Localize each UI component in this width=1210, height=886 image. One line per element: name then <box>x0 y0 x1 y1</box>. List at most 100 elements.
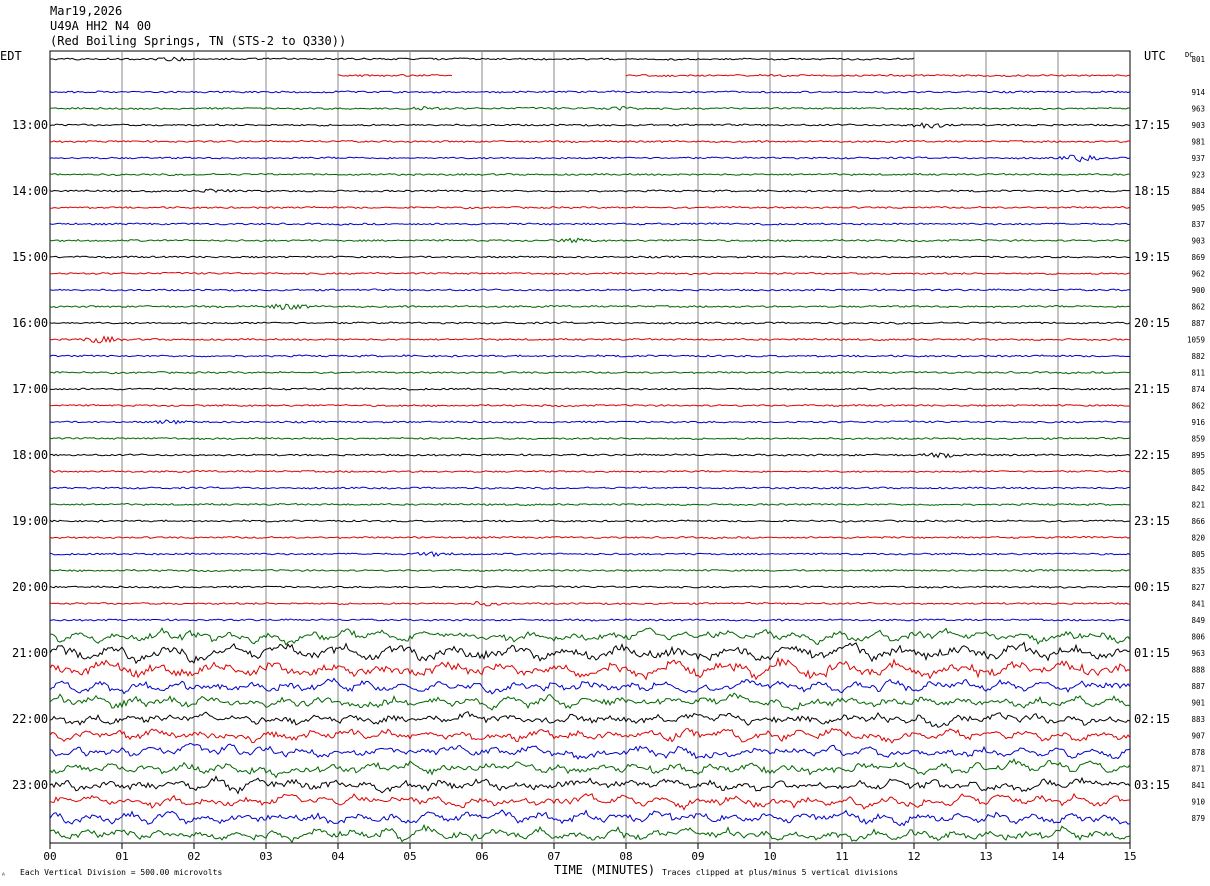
trace-row-35 <box>49 627 1131 646</box>
dc-offset-value: 806 <box>1191 633 1205 642</box>
trace-row-10 <box>49 222 1131 226</box>
right-time-label: 03:15 <box>1134 778 1170 792</box>
dc-offset-value: 801 <box>1191 55 1205 64</box>
dc-offset-value: 963 <box>1191 105 1205 114</box>
trace-row-34 <box>49 618 1131 622</box>
left-time-axis: 13:00 14:00 15:00 16:00 17:00 18:00 19:00 20:00… <box>12 118 48 792</box>
dc-offset-value: 841 <box>1191 600 1205 609</box>
trace-row-0 <box>49 56 915 62</box>
left-time-label: 23:00 <box>12 778 48 792</box>
x-tick-label-03: 03 <box>259 850 272 863</box>
x-axis: 00 01 02 03 04 05 06 07 08 09 10 11 12 13 14 15 <box>43 843 1137 863</box>
trace-row-1-seg-1 <box>625 73 1131 78</box>
trace-row-3 <box>49 105 1131 111</box>
left-time-label: 18:00 <box>12 448 48 462</box>
corner-mark: ᴬ <box>1 871 6 880</box>
dc-offset-value: 841 <box>1191 781 1205 790</box>
trace-row-11 <box>49 237 1131 244</box>
left-time-label: 21:00 <box>12 646 48 660</box>
trace-row-7 <box>49 172 1130 177</box>
dc-offset-value: 888 <box>1191 666 1205 675</box>
x-axis-title: TIME (MINUTES) <box>554 863 655 877</box>
dc-offset-value: 914 <box>1191 88 1205 97</box>
trace-row-14 <box>49 288 1130 292</box>
trace-row-9 <box>50 205 1131 210</box>
trace-row-6 <box>49 154 1131 163</box>
trace-row-22 <box>49 419 1131 425</box>
dc-offset-value: 905 <box>1191 204 1205 213</box>
dc-offset-value: 821 <box>1191 501 1205 510</box>
dc-offset-value: 869 <box>1191 253 1205 262</box>
trace-row-17 <box>49 335 1131 344</box>
header-location: (Red Boiling Springs, TN (STS-2 to Q330)… <box>50 34 347 48</box>
trace-row-38 <box>49 677 1131 695</box>
header-date: Mar19,2026 <box>50 4 123 18</box>
plot-border <box>49 50 1131 844</box>
trace-row-23 <box>49 436 1131 441</box>
left-time-label: 16:00 <box>12 316 48 330</box>
trace-row-46 <box>49 809 1131 827</box>
trace-row-19 <box>49 370 1131 375</box>
dc-offset-column: 801 914 963 903 981 937 923 884 905 837 903 869 962 9… <box>1187 55 1206 823</box>
trace-row-15 <box>49 303 1131 311</box>
x-tick-label-10: 10 <box>763 850 776 863</box>
trace-row-8 <box>49 188 1131 193</box>
trace-row-42 <box>49 742 1131 760</box>
dc-offset-value: 884 <box>1191 187 1205 196</box>
trace-row-40 <box>49 711 1131 728</box>
trace-row-30 <box>49 551 1131 558</box>
x-tick-label-00: 00 <box>43 850 56 863</box>
trace-row-18 <box>49 354 1131 358</box>
left-timezone-label: EDT <box>0 49 22 63</box>
right-timezone-label: UTC <box>1144 49 1166 63</box>
x-tick-label-12: 12 <box>907 850 920 863</box>
left-time-label: 17:00 <box>12 382 48 396</box>
dc-offset-value: 820 <box>1191 534 1205 543</box>
right-time-label: 02:15 <box>1134 712 1170 726</box>
right-time-label: 20:15 <box>1134 316 1170 330</box>
dc-offset-value: 862 <box>1191 402 1205 411</box>
seismic-traces <box>49 56 1131 844</box>
dc-offset-value: 805 <box>1191 550 1205 559</box>
trace-row-27 <box>49 502 1131 507</box>
dc-offset-value: 866 <box>1191 517 1205 526</box>
trace-row-25 <box>50 469 1131 474</box>
trace-row-21 <box>49 403 1131 408</box>
right-time-label: 17:15 <box>1134 118 1170 132</box>
trace-row-36 <box>49 641 1131 665</box>
dc-offset-value: 916 <box>1191 418 1205 427</box>
dc-offset-value: 879 <box>1191 814 1205 823</box>
x-tick-label-09: 09 <box>691 850 704 863</box>
minute-gridlines <box>121 51 1059 843</box>
dc-offset-value: 900 <box>1191 286 1205 295</box>
trace-row-47 <box>49 823 1131 844</box>
trace-row-39 <box>49 692 1131 711</box>
x-tick-label-06: 06 <box>475 850 488 863</box>
dc-offset-value: 883 <box>1191 715 1205 724</box>
dc-offset-value: 887 <box>1191 682 1205 691</box>
dc-offset-value: 837 <box>1191 220 1205 229</box>
header-channel: U49A HH2 N4 00 <box>50 19 152 33</box>
right-time-label: 22:15 <box>1134 448 1170 462</box>
right-time-label: 00:15 <box>1134 580 1170 594</box>
dc-offset-value: 882 <box>1191 352 1205 361</box>
dc-offset-value: 835 <box>1191 567 1205 576</box>
trace-row-33 <box>49 601 1131 607</box>
dc-offset-value: 842 <box>1191 484 1205 493</box>
dc-offset-value: 910 <box>1191 798 1205 807</box>
trace-row-32 <box>49 585 1131 589</box>
scale-note: Each Vertical Division = 500.00 microvol… <box>20 868 222 877</box>
left-time-label: 19:00 <box>12 514 48 528</box>
right-time-label: 21:15 <box>1134 382 1170 396</box>
dc-offset-value: 907 <box>1191 732 1205 741</box>
clip-note: Traces clipped at plus/minus 5 vertical … <box>662 868 898 877</box>
dc-offset-value: 878 <box>1191 748 1205 757</box>
dc-offset-value: 901 <box>1191 699 1205 708</box>
dc-offset-value: 1059 <box>1187 336 1205 345</box>
trace-row-2 <box>49 90 1131 94</box>
right-time-axis: 17:15 18:15 19:15 20:15 21:15 22:15 23:15 00:15… <box>1134 118 1170 792</box>
trace-row-24 <box>49 452 1131 459</box>
dc-offset-value: 827 <box>1191 583 1205 592</box>
x-tick-label-04: 04 <box>331 850 345 863</box>
